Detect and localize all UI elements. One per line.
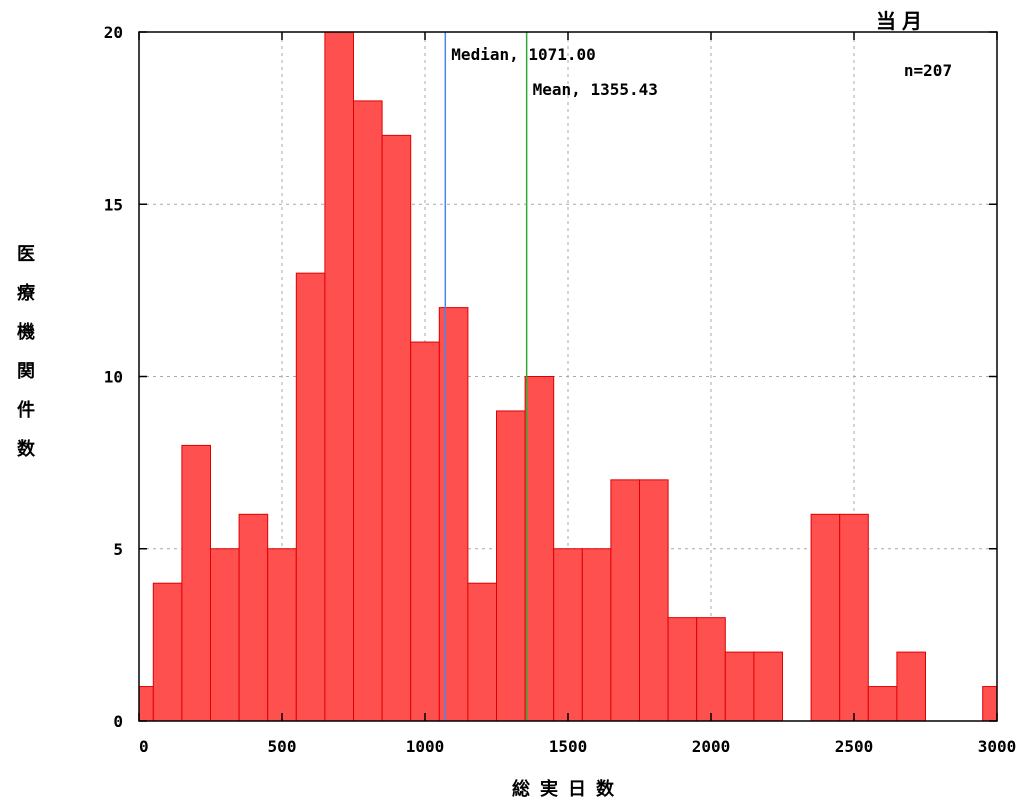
histogram-bar (810, 513, 841, 722)
x-tick-label: 0 (139, 737, 149, 756)
histogram-bar (238, 513, 269, 722)
x-tick-label: 1000 (406, 737, 445, 756)
histogram-bar (753, 651, 784, 722)
sample-size-annotation: n=207 (904, 61, 952, 80)
histogram-bar (581, 548, 612, 722)
histogram-bar (138, 686, 154, 722)
histogram-bar (667, 617, 698, 722)
histogram-bar (524, 376, 555, 722)
histogram-bar (381, 134, 412, 722)
y-tick-label: 0 (113, 712, 123, 731)
labels-layer: Median, 1071.00 Mean, 1355.43 0 500 1000 1500… (104, 23, 1017, 756)
histogram-bar (610, 479, 641, 722)
ticks-layer (138, 31, 998, 722)
histogram-bar (467, 582, 497, 722)
histogram-bar (410, 341, 440, 722)
histogram-bar (553, 548, 583, 722)
x-tick-label: 3000 (978, 737, 1017, 756)
x-tick-label: 2500 (835, 737, 874, 756)
histogram-bar (896, 651, 927, 722)
histogram-bar (152, 582, 183, 722)
reference-line-label: Mean, 1355.43 (533, 80, 658, 99)
y-axis-title: 医療機関件数 (17, 244, 36, 460)
y-tick-label: 10 (104, 368, 123, 387)
reference-line-label: Median, 1071.00 (451, 45, 596, 64)
histogram-bar (181, 444, 211, 722)
histogram-bar (324, 31, 354, 722)
histogram-bar (839, 513, 869, 722)
x-tick-label: 500 (268, 737, 297, 756)
chart-title: 当月 (876, 9, 928, 33)
x-axis-title: 総実日数 (512, 778, 624, 800)
y-tick-label: 20 (104, 23, 123, 42)
histogram-bar (295, 272, 326, 722)
histogram-bar (724, 651, 755, 722)
histogram-bar (438, 307, 469, 722)
histogram-bar (867, 686, 898, 722)
histogram-bar (982, 686, 998, 722)
histogram-bar (210, 548, 240, 722)
x-tick-label: 2000 (692, 737, 731, 756)
histogram-bar (353, 100, 383, 722)
x-tick-label: 1500 (549, 737, 588, 756)
histogram-bar (267, 548, 297, 722)
histogram-bar (496, 410, 526, 722)
reference-lines-layer (444, 32, 528, 721)
histogram-bar (696, 617, 726, 722)
bars-layer (138, 31, 998, 722)
histogram-bar (639, 479, 669, 722)
y-tick-label: 5 (113, 540, 123, 559)
y-tick-label: 15 (104, 195, 123, 214)
